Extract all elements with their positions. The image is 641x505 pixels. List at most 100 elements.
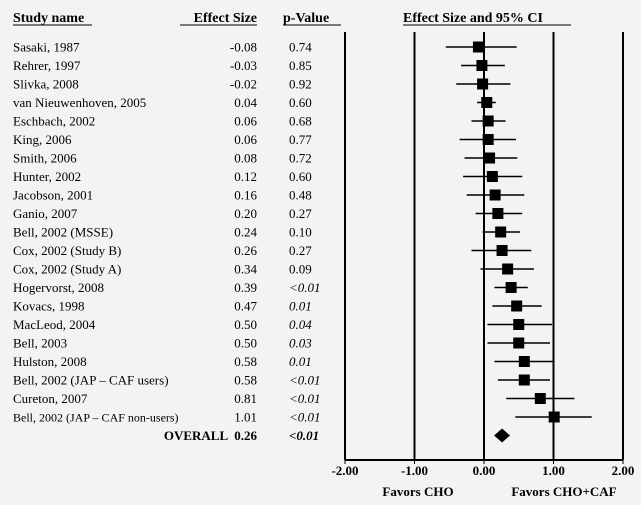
- study-row: Hulston, 2008 0.58 0.01: [13, 354, 554, 369]
- study-name: Bell, 2002 (MSSE): [13, 225, 113, 240]
- effect-size-value: 0.81: [234, 391, 257, 406]
- effect-size-value: 0.58: [234, 373, 257, 388]
- effect-size-marker: [476, 60, 488, 71]
- p-value: 0.92: [289, 77, 312, 92]
- header-p-value: p-Value: [283, 11, 329, 26]
- p-value: 0.01: [289, 299, 312, 314]
- study-row: Hunter, 2002 0.12 0.60: [13, 169, 523, 184]
- study-row: Sasaki, 1987 -0.08 0.74: [13, 40, 517, 55]
- study-name: Slivka, 2008: [13, 77, 79, 92]
- header-effect-size: Effect Size: [194, 11, 257, 26]
- p-value: 0.77: [289, 132, 312, 147]
- p-value: 0.09: [289, 262, 312, 277]
- effect-size-value: 0.47: [234, 299, 257, 314]
- x-tick-label: 1.00: [542, 463, 565, 478]
- study-name: Bell, 2002 (JAP – CAF non-users): [13, 411, 179, 425]
- effect-size-marker: [477, 78, 489, 90]
- effect-size-value: 0.34: [234, 262, 257, 277]
- study-row: Kovacs, 1998 0.47 0.01: [13, 299, 542, 314]
- study-row: MacLeod, 2004 0.50 0.04: [13, 317, 553, 332]
- header-study-name: Study name: [13, 11, 84, 26]
- x-tick-label: -1.00: [401, 463, 428, 478]
- p-value: 0.01: [289, 354, 312, 369]
- effect-size-marker: [481, 97, 493, 108]
- p-value: 0.10: [289, 225, 312, 240]
- effect-size-marker: [534, 393, 546, 404]
- effect-size-marker: [495, 226, 507, 238]
- study-name: Hunter, 2002: [13, 169, 81, 184]
- study-name: Kovacs, 1998: [13, 299, 85, 314]
- p-value: 0.68: [289, 114, 312, 129]
- effect-size-value: 0.12: [234, 169, 257, 184]
- study-name: Cox, 2002 (Study B): [13, 243, 121, 258]
- plot-axes: [344, 32, 624, 461]
- effect-size-marker: [502, 263, 514, 275]
- effect-size-marker: [513, 337, 525, 349]
- study-row: Smith, 2006 0.08 0.72: [13, 151, 518, 166]
- effect-size-value: 0.50: [234, 317, 257, 332]
- effect-size-marker: [548, 411, 560, 423]
- p-value: 0.03: [289, 336, 312, 351]
- x-tick-label: -2.00: [331, 463, 358, 478]
- p-value: <0.01: [289, 373, 321, 388]
- study-name: Jacobson, 2001: [13, 188, 93, 203]
- x-axis-ticks: -2.00 -1.00 0.00 1.00 2.00: [331, 460, 634, 478]
- p-value: 0.60: [289, 169, 312, 184]
- effect-size-value: 0.39: [234, 280, 257, 295]
- effect-size-value: 0.06: [234, 132, 257, 147]
- study-row: Bell, 2002 (JAP – CAF users) 0.58 <0.01: [13, 373, 551, 388]
- effect-size-value: 0.20: [234, 206, 257, 221]
- study-row: van Nieuwenhoven, 2005 0.04 0.60: [13, 95, 496, 110]
- effect-size-marker: [511, 300, 523, 312]
- overall-row: OVERALL 0.26 <0.01: [164, 428, 511, 443]
- study-name: Bell, 2003: [13, 336, 67, 351]
- study-name: MacLeod, 2004: [13, 317, 96, 332]
- effect-size-value: 0.16: [234, 188, 257, 203]
- x-tick-label: 0.00: [473, 463, 496, 478]
- effect-size-marker: [484, 152, 496, 164]
- study-name: Hogervorst, 2008: [13, 280, 104, 295]
- effect-size-marker: [482, 134, 494, 145]
- study-row: Rehrer, 1997 -0.03 0.85: [13, 58, 505, 73]
- effect-size-value: 0.06: [234, 114, 257, 129]
- study-row: Jacobson, 2001 0.16 0.48: [13, 188, 525, 203]
- p-value: 0.60: [289, 95, 312, 110]
- x-tick-label: 2.00: [612, 463, 635, 478]
- p-value: 0.27: [289, 243, 312, 258]
- effect-size-marker: [505, 282, 517, 293]
- study-name: van Nieuwenhoven, 2005: [13, 95, 146, 110]
- study-name: Eschbach, 2002: [13, 114, 95, 129]
- effect-size-value: -0.02: [230, 77, 257, 92]
- p-value: 0.04: [289, 317, 312, 332]
- effect-size-marker: [492, 208, 504, 219]
- study-name: Hulston, 2008: [13, 354, 87, 369]
- overall-p-value: <0.01: [289, 428, 319, 443]
- overall-diamond-marker: [494, 428, 511, 443]
- table-header: Study name Effect Size p-Value Effect Si…: [13, 11, 543, 26]
- effect-size-marker: [518, 374, 530, 386]
- study-row: Cox, 2002 (Study B) 0.26 0.27: [13, 243, 532, 258]
- study-row: Slivka, 2008 -0.02 0.92: [13, 77, 511, 92]
- effect-size-marker: [472, 41, 484, 53]
- effect-size-value: -0.03: [230, 58, 257, 73]
- p-value: 0.48: [289, 188, 312, 203]
- study-row: Cox, 2002 (Study A) 0.34 0.09: [13, 262, 535, 277]
- effect-size-value: 0.24: [234, 225, 257, 240]
- effect-size-value: 0.08: [234, 151, 257, 166]
- effect-size-marker: [518, 356, 530, 367]
- p-value: 0.72: [289, 151, 312, 166]
- study-row: Eschbach, 2002 0.06 0.68: [13, 114, 506, 129]
- p-value: <0.01: [289, 391, 321, 406]
- study-name: Cox, 2002 (Study A): [13, 262, 121, 277]
- study-name: Sasaki, 1987: [13, 40, 80, 55]
- header-ci: Effect Size and 95% CI: [403, 11, 543, 26]
- p-value: <0.01: [289, 410, 321, 425]
- effect-size-value: 0.58: [234, 354, 257, 369]
- effect-size-value: -0.08: [230, 40, 257, 55]
- effect-size-marker: [489, 189, 501, 201]
- effect-size-value: 0.50: [234, 336, 257, 351]
- study-row: Bell, 2002 (JAP – CAF non-users) 1.01 <0.0…: [13, 410, 592, 425]
- study-name: Ganio, 2007: [13, 206, 78, 221]
- study-row: Ganio, 2007 0.20 0.27: [13, 206, 523, 221]
